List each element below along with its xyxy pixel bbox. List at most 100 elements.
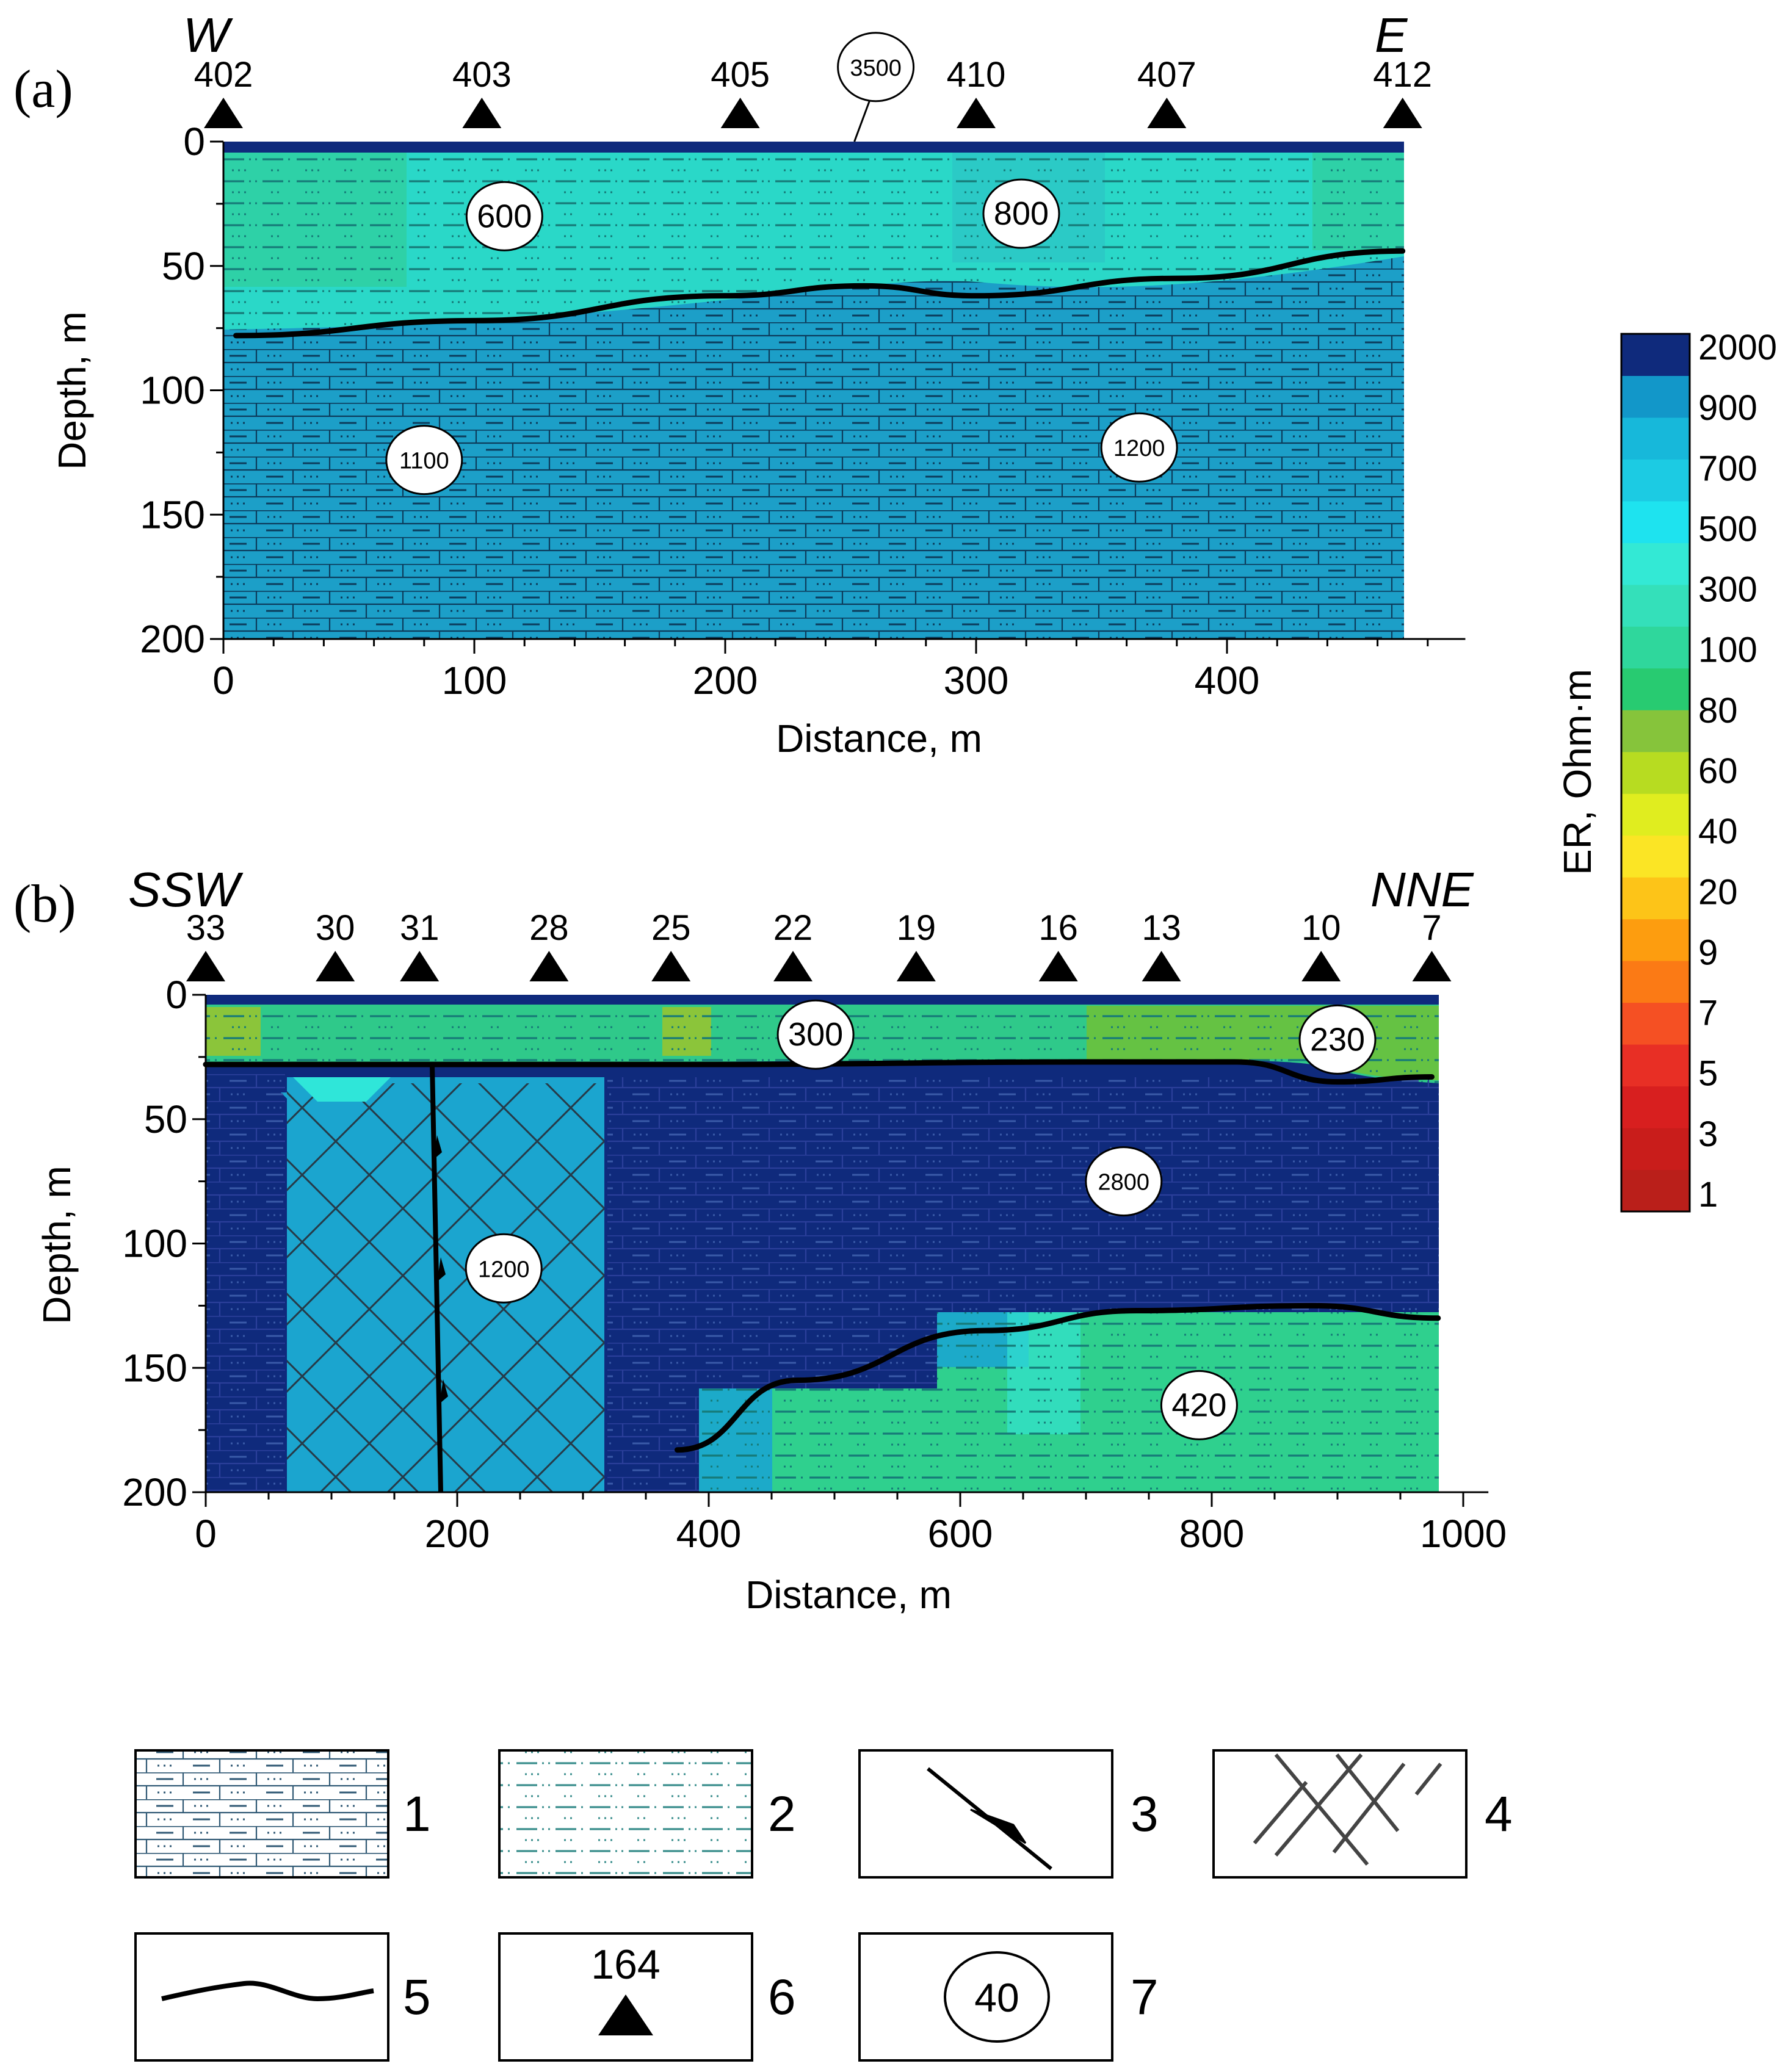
station-id: 10 (1301, 908, 1341, 948)
legend-number-4: 4 (1485, 1786, 1513, 1842)
resistivity-labels-a: 3500 600 800 1100 1200 (385, 32, 1178, 496)
station-marker: 7 (1412, 908, 1452, 981)
limestone-pattern-a (223, 256, 1404, 639)
x-tick-label: 200 (425, 1512, 490, 1556)
legend-number-6: 6 (768, 1969, 796, 2025)
y-tick-label: 200 (140, 617, 205, 661)
x-ticks-a: 0 100 200 300 400 (212, 659, 1259, 702)
resistivity-label: 3500 (837, 32, 915, 103)
colorbar-swatch (1621, 1002, 1690, 1045)
colorbar-label: 3 (1698, 1114, 1718, 1154)
legend-station-sample: 164 (591, 1941, 660, 1988)
colorbar-frame (1620, 333, 1691, 1213)
x-tick-label: 400 (1195, 659, 1260, 702)
direction-east: E (1375, 8, 1408, 62)
colorbar-labels: 2000 900 700 500 300 100 80 60 40 20 9 7 5 3 1 (1698, 328, 1777, 1215)
station-triangle-icon (1383, 98, 1422, 128)
station-marker: 16 (1038, 908, 1078, 981)
colorbar-label: 2000 (1698, 328, 1777, 367)
colorbar-swatch (1621, 1169, 1690, 1212)
x-tick-label: 0 (195, 1512, 217, 1556)
colorbar-label: 9 (1698, 933, 1718, 972)
x-tick-label: 800 (1179, 1512, 1245, 1556)
legend-number-2: 2 (768, 1786, 796, 1842)
y-tick-label: 0 (165, 973, 187, 1017)
y-axis-label-b: Depth, m (35, 1166, 79, 1324)
y-tick-label: 50 (162, 244, 205, 288)
resistivity-value: 1200 (478, 1257, 530, 1282)
legend-item-granite: 4 (1212, 1749, 1513, 1879)
fault-arrow-icon (970, 1808, 1027, 1844)
station-triangle-icon (400, 951, 440, 981)
station-marker: 30 (316, 908, 355, 981)
legend-item-station: 164 6 (498, 1932, 796, 2062)
layer-boundary-a (233, 248, 1406, 339)
y-ticks-a: 0 50 100 150 200 (140, 120, 205, 661)
station-id: 22 (773, 908, 813, 948)
station-id: 13 (1142, 908, 1181, 948)
y-tick-label: 150 (140, 493, 205, 536)
y-tick-label: 50 (144, 1097, 187, 1141)
station-marker: 13 (1142, 908, 1181, 981)
legend: 1 2 3 4 5 164 (134, 1749, 1513, 2062)
resistivity-label: 600 (465, 181, 543, 251)
colorbar-label: 1 (1698, 1175, 1718, 1215)
station-marker: 33 (186, 908, 225, 981)
station-id: 31 (400, 908, 440, 948)
lower-boundary-b (675, 1302, 1441, 1453)
direction-ssw: SSW (128, 862, 244, 917)
resistivity-circle-icon (944, 1951, 1050, 2043)
colorbar-label: 900 (1698, 388, 1757, 428)
label-leader-a (853, 100, 871, 142)
station-triangle-icon (720, 98, 760, 128)
axes-a (210, 140, 1466, 654)
resistivity-label: 1200 (465, 1233, 543, 1304)
colorbar-swatch (1621, 1128, 1690, 1171)
direction-west: W (183, 8, 233, 62)
y-tick-label: 100 (140, 369, 205, 413)
legend-item-limestone: 1 (134, 1749, 431, 1879)
colorbar: 2000 900 700 500 300 100 80 60 40 20 9 7 5 3 1 ER, Ohm… (1555, 328, 1777, 1215)
station-marker: 407 (1137, 55, 1196, 128)
station-id: 402 (194, 55, 253, 95)
boundary-line-icon (161, 1980, 374, 2002)
resistivity-value: 2800 (1098, 1170, 1150, 1196)
colorbar-label: 20 (1698, 872, 1738, 912)
panel-a: (a) W E 0 50 100 150 200 0 100 200 300 400 Dista… (13, 8, 1466, 760)
station-marker: 31 (400, 908, 440, 981)
colorbar-label: 40 (1698, 812, 1738, 851)
colorbar-label: 5 (1698, 1054, 1718, 1094)
resistivity-label: 230 (1298, 1004, 1377, 1075)
y-axis-label-a: Depth, m (50, 311, 94, 470)
station-id: 407 (1137, 55, 1196, 95)
resistivity-value: 230 (1310, 1021, 1365, 1058)
x-tick-label: 600 (928, 1512, 993, 1556)
colorbar-label: 700 (1698, 449, 1757, 488)
colorbar-label: 60 (1698, 751, 1738, 791)
legend-number-3: 3 (1131, 1786, 1159, 1842)
axes-b (192, 994, 1489, 1507)
resistivity-label: 1100 (385, 425, 463, 496)
direction-nne: NNE (1370, 862, 1475, 917)
y-tick-label: 200 (122, 1470, 187, 1514)
resistivity-value: 1100 (399, 449, 449, 474)
colorbar-label: 7 (1698, 994, 1718, 1033)
resistivity-label: 800 (982, 178, 1060, 249)
station-triangle-icon (1412, 951, 1452, 981)
station-id: 19 (897, 908, 936, 948)
x-tick-label: 100 (442, 659, 507, 702)
station-triangle-icon (651, 951, 691, 981)
station-triangle-icon (316, 951, 355, 981)
station-marker: 412 (1373, 55, 1432, 128)
colorbar-swatch (1621, 543, 1690, 585)
x-tick-label: 1000 (1420, 1512, 1507, 1556)
colorbar-swatch (1621, 375, 1690, 418)
station-triangle-icon (957, 98, 996, 128)
station-marker: 402 (194, 55, 253, 128)
legend-circle-sample: 40 (974, 1975, 1019, 2020)
upper-boundary-b (203, 1059, 1435, 1085)
colorbar-label: 100 (1698, 630, 1757, 670)
colorbar-swatch (1621, 710, 1690, 753)
colorbar-swatch (1621, 1044, 1690, 1087)
